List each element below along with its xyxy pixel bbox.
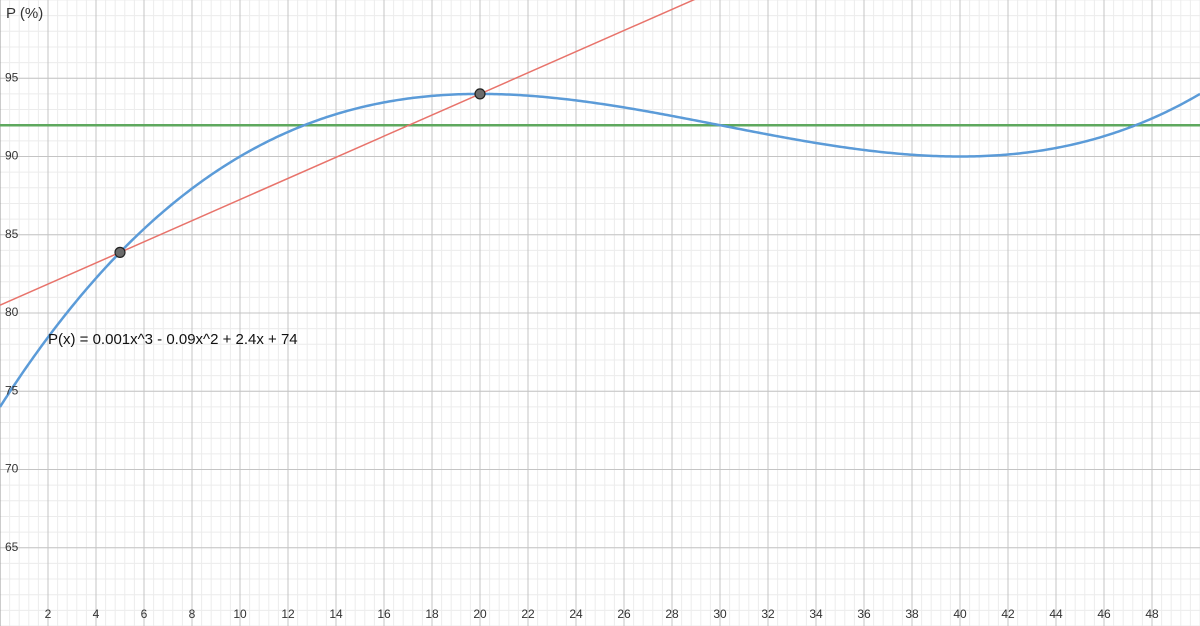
x-tick-label: 26 — [617, 607, 631, 621]
secant-line — [0, 0, 696, 306]
x-tick-label: 2 — [45, 607, 52, 621]
x-tick-label: 24 — [569, 607, 583, 621]
x-tick-label: 20 — [473, 607, 487, 621]
x-tick-label: 12 — [281, 607, 295, 621]
x-tick-label: 48 — [1145, 607, 1159, 621]
y-tick-label: 85 — [5, 227, 19, 241]
x-tick-label: 6 — [141, 607, 148, 621]
y-tick-label: 75 — [5, 383, 19, 397]
plot — [0, 0, 1200, 408]
x-tick-label: 34 — [809, 607, 823, 621]
x-tick-label: 4 — [93, 607, 100, 621]
x-tick-label: 10 — [233, 607, 247, 621]
y-tick-label: 70 — [5, 462, 19, 476]
x-tick-label: 42 — [1001, 607, 1015, 621]
x-tick-label: 36 — [857, 607, 871, 621]
point — [114, 246, 126, 258]
y-tick-label: 65 — [5, 540, 19, 554]
x-tick-label: 40 — [953, 607, 967, 621]
x-tick-label: 16 — [377, 607, 391, 621]
function-label: P(x) = 0.001x^3 - 0.09x^2 + 2.4x + 74 — [48, 331, 298, 348]
x-tick-label: 46 — [1097, 607, 1111, 621]
y-tick-label: 95 — [5, 70, 19, 84]
x-tick-label: 30 — [713, 607, 727, 621]
y-tick-label: 80 — [5, 305, 19, 319]
x-tick-label: 28 — [665, 607, 679, 621]
x-tick-label: 38 — [905, 607, 919, 621]
x-tick-label: 14 — [329, 607, 343, 621]
x-tick-label: 18 — [425, 607, 439, 621]
x-tick-label: 22 — [521, 607, 535, 621]
y-axis-label: P (%) — [6, 5, 43, 22]
function-curve — [0, 92, 1200, 408]
x-tick-label: 8 — [189, 607, 196, 621]
x-tick-label: 32 — [761, 607, 775, 621]
x-tick-label: 44 — [1049, 607, 1063, 621]
point — [474, 88, 486, 100]
y-tick-label: 90 — [5, 149, 19, 163]
